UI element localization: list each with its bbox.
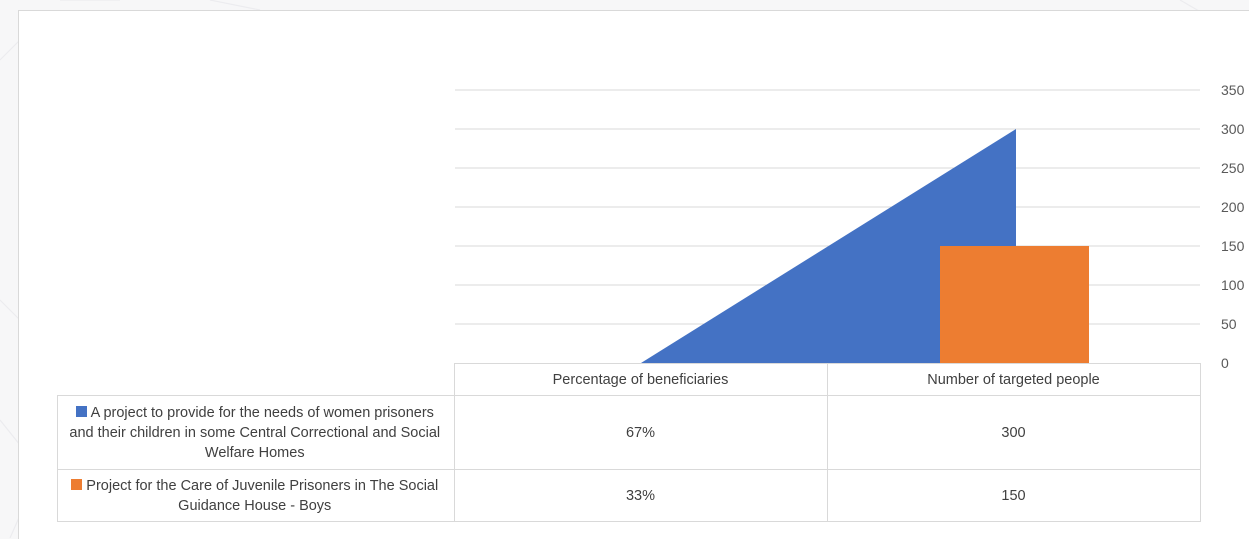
y-tick-label: 200 [1221, 199, 1245, 215]
series-area-blue [641, 129, 1016, 363]
legend-entry: Project for the Care of Juvenile Prisone… [57, 469, 455, 522]
table-cell: 33% [453, 469, 828, 522]
data-table: Percentage of beneficiaries Number of ta… [57, 363, 1201, 522]
table-header-row: Percentage of beneficiaries Number of ta… [57, 363, 1201, 396]
y-tick-label: 300 [1221, 121, 1245, 137]
y-tick-label: 350 [1221, 82, 1245, 98]
y-tick-label: 250 [1221, 160, 1245, 176]
legend-key-orange [71, 478, 83, 490]
column-header: Number of targeted people [826, 363, 1201, 396]
y-tick-label: 0 [1221, 355, 1229, 371]
table-cell: 150 [826, 469, 1201, 522]
table-row: Project for the Care of Juvenile Prisone… [57, 469, 1201, 522]
series-bar-orange [940, 246, 1089, 363]
y-tick-label: 50 [1221, 316, 1237, 332]
table-row: A project to provide for the needs of wo… [57, 395, 1201, 470]
legend-key-blue [75, 405, 87, 417]
y-tick-label: 150 [1221, 238, 1245, 254]
y-axis: 0 50 100 150 200 250 300 350 [1221, 82, 1245, 371]
table-corner [57, 363, 455, 396]
table-cell: 300 [826, 395, 1201, 470]
legend-label: A project to provide for the needs of wo… [69, 404, 441, 461]
table-cell: 67% [453, 395, 828, 470]
legend-entry: A project to provide for the needs of wo… [57, 395, 455, 470]
series-layer [641, 129, 1089, 363]
column-header: Percentage of beneficiaries [453, 363, 828, 396]
legend-label: Project for the Care of Juvenile Prisone… [86, 477, 439, 514]
y-tick-label: 100 [1221, 277, 1245, 293]
